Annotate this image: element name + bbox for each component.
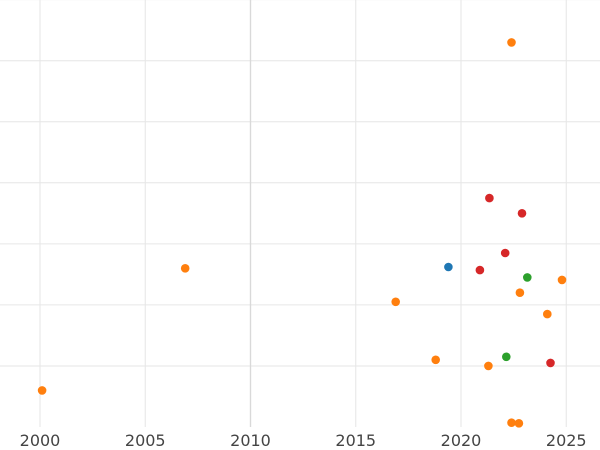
data-point-red <box>500 248 510 258</box>
data-point-red <box>485 193 494 203</box>
data-point-orange <box>543 309 552 319</box>
x-tick-label: 2010 <box>230 431 271 450</box>
x-tick-label: 2025 <box>546 431 587 450</box>
x-axis-tick-labels: 2000 2005 2010 2015 2020 2025 <box>20 431 587 450</box>
data-point-green <box>523 273 532 282</box>
data-point-orange <box>557 275 567 285</box>
data-point-orange <box>515 288 525 298</box>
x-tick-label: 2000 <box>20 431 61 450</box>
data-point-orange <box>507 38 516 47</box>
data-point-red <box>517 209 527 218</box>
data-point-blue <box>444 262 453 272</box>
x-tick-label: 2005 <box>125 431 166 450</box>
data-point-orange <box>507 418 516 428</box>
data-point-orange <box>431 355 441 365</box>
data-point-orange <box>484 361 493 371</box>
x-tick-label: 2020 <box>441 431 482 450</box>
x-tick-label: 2015 <box>335 431 376 450</box>
data-point-orange <box>514 419 524 428</box>
data-point-orange <box>37 386 47 395</box>
data-point-red <box>475 265 485 275</box>
data-point-orange <box>180 264 190 273</box>
grid <box>0 0 600 427</box>
data-point-green <box>502 352 511 362</box>
data-point-red <box>546 358 555 368</box>
data-point-orange <box>391 297 401 307</box>
data-points <box>37 38 567 428</box>
